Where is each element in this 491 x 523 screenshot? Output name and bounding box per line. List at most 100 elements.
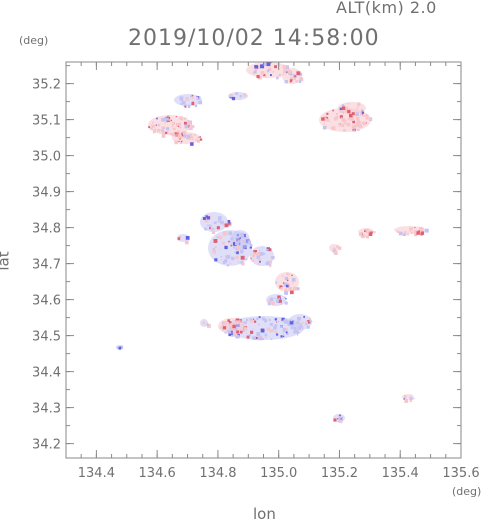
echo-pixel — [218, 216, 222, 220]
echo-pixel — [410, 395, 412, 397]
echo-pixel — [235, 248, 238, 251]
echo-pixel — [253, 320, 257, 323]
echo-pixel — [235, 336, 237, 338]
echo-pixel — [266, 69, 270, 73]
echo-pixel — [191, 125, 195, 129]
echo-pixel — [339, 107, 342, 110]
echo-pixel — [179, 116, 184, 121]
x-tick-label: 135.0 — [260, 466, 297, 481]
echo-pixel — [266, 327, 271, 331]
echo-pixel — [250, 320, 254, 323]
echo-pixel — [286, 320, 288, 322]
echo-pixel — [217, 235, 221, 239]
echo-pixel — [161, 118, 165, 122]
echo-pixel — [177, 125, 180, 128]
echo-pixel — [268, 248, 272, 252]
echo-pixel — [337, 246, 342, 250]
echo-pixel — [338, 108, 340, 110]
echo-pixel — [283, 282, 285, 284]
echo-pixel — [347, 109, 351, 114]
echo-pixel — [298, 80, 302, 83]
echo-pixel — [286, 284, 289, 288]
echo-pixel — [230, 237, 234, 241]
echo-pixel — [245, 258, 248, 261]
echo-pixel — [279, 285, 283, 289]
echo-pixel — [238, 240, 241, 243]
echo-pixel — [263, 73, 266, 77]
echo-pixel — [216, 226, 220, 230]
echo-pixel — [286, 272, 289, 276]
echo-pixel — [306, 320, 311, 324]
echo-pixel — [178, 122, 182, 126]
echo-pixel — [284, 80, 288, 84]
echo-pixel — [212, 227, 215, 230]
echo-pixel — [179, 126, 182, 129]
echo-pixel — [268, 264, 272, 267]
echo-pixel — [285, 320, 289, 324]
echo-pixel — [293, 326, 296, 330]
echo-pixel — [215, 221, 218, 223]
echo-pixel — [271, 301, 275, 306]
echo-pixel — [183, 132, 187, 136]
echo-pixel — [165, 132, 167, 134]
echo-pixel — [409, 397, 413, 401]
echo-pixel — [206, 324, 211, 328]
echo-pixel — [362, 113, 364, 115]
echo-pixel — [163, 117, 167, 122]
echo-pixel — [291, 274, 293, 277]
y-tick-label: 34.5 — [32, 330, 61, 345]
echo-pixel — [276, 321, 278, 323]
echo-pixel — [222, 232, 227, 236]
echo-pixel — [235, 255, 239, 260]
echo-pixel — [241, 248, 243, 250]
echo-pixel — [283, 283, 288, 287]
echo-pixel — [287, 284, 291, 288]
echo-pixel — [260, 71, 265, 75]
echo-pixel — [170, 133, 172, 136]
echo-pixel — [362, 114, 365, 117]
echo-pixel — [150, 127, 153, 130]
echo-pixel — [214, 246, 217, 249]
echo-pixel — [291, 76, 295, 80]
echo-pixel — [365, 114, 369, 118]
echo-pixel — [410, 231, 413, 234]
echo-pixel — [187, 125, 190, 128]
echo-pixel — [235, 320, 240, 325]
echo-pixel — [280, 335, 283, 338]
echo-pixel — [294, 78, 297, 80]
echo-pixel — [240, 255, 245, 260]
echo-pixel — [254, 65, 256, 67]
y-unit-label: (deg) — [19, 34, 49, 47]
echo-pixel — [409, 399, 412, 402]
echo-pixel — [162, 131, 166, 135]
echo-pixel — [247, 240, 252, 244]
echo-pixel — [322, 125, 327, 130]
echo-pixel — [292, 282, 294, 284]
echo-pixel — [284, 288, 288, 292]
echo-pixel — [206, 323, 209, 326]
echo-pixel — [227, 220, 231, 223]
echo-pixel — [264, 333, 268, 337]
echo-pixel — [190, 133, 193, 136]
echo-pixel — [295, 75, 298, 77]
echo-pixel — [289, 73, 293, 76]
echo-pixel — [284, 276, 289, 281]
echo-pixel — [220, 255, 223, 258]
echo-pixel — [221, 321, 224, 324]
echo-pixel — [161, 134, 166, 138]
echo-pixel — [284, 301, 288, 305]
echo-pixel — [360, 112, 363, 116]
echo-pixel — [245, 242, 247, 245]
echo-pixel — [272, 71, 275, 73]
echo-pixel — [414, 227, 416, 229]
echo-pixel — [186, 134, 191, 138]
echo-pixel — [157, 128, 161, 133]
echo-pixel — [277, 317, 279, 319]
echo-pixel — [204, 227, 208, 231]
echo-pixel — [220, 259, 222, 260]
echo-pixel — [237, 247, 240, 251]
echo-pixel — [270, 74, 272, 76]
echo-pixel — [209, 227, 211, 230]
echo-pixel — [296, 321, 300, 324]
echo-pixel — [179, 135, 182, 138]
